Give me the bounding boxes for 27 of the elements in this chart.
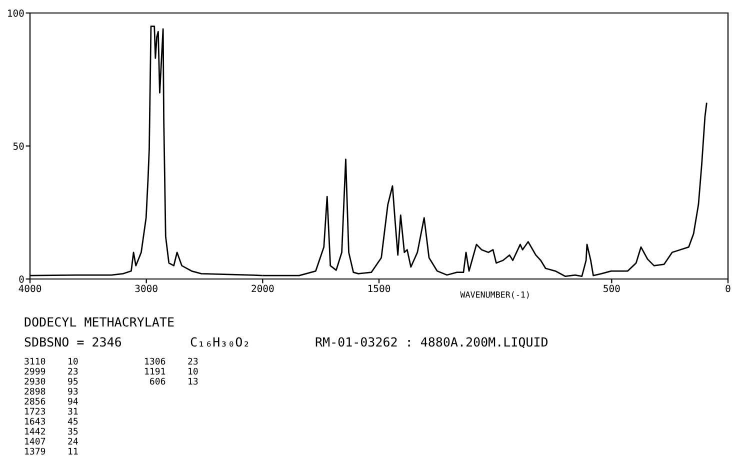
text: 606 13 bbox=[150, 378, 198, 385]
text: 1191 10 bbox=[145, 368, 198, 375]
text: 1407 24 bbox=[25, 438, 78, 445]
text: 2898 93 bbox=[24, 388, 78, 395]
text: DODECYL METHACRYLATE bbox=[24, 317, 174, 327]
y-tick-label: 0 bbox=[19, 276, 24, 283]
text: 1643 45 bbox=[25, 418, 78, 425]
text: 2999 23 bbox=[24, 368, 78, 375]
x-tick-label: 3000 bbox=[135, 284, 158, 292]
y-tick-label: 50 bbox=[13, 142, 24, 150]
text: RM-01-03262 : 4880A.200M.LIQUID bbox=[316, 337, 548, 348]
text: 2930 95 bbox=[24, 378, 78, 385]
x-tick-label: 2000 bbox=[252, 284, 274, 292]
text: 1306 23 bbox=[145, 358, 198, 365]
text: 1442 35 bbox=[25, 428, 78, 435]
x-axis-title: WAVENUMBER(-1) bbox=[460, 291, 529, 299]
text: 1379 11 bbox=[25, 448, 78, 455]
x-tick-label: 1500 bbox=[368, 284, 390, 292]
y-tick-label: 100 bbox=[8, 10, 24, 17]
x-tick-label: 500 bbox=[604, 284, 620, 292]
x-tick-label: 4000 bbox=[18, 284, 42, 292]
text: 3110 10 bbox=[24, 358, 78, 365]
text: 1723 31 bbox=[25, 408, 78, 415]
text: SDBSNO = 2346 bbox=[24, 337, 122, 347]
text: C₁₆H₃₀O₂ bbox=[190, 337, 248, 347]
x-tick-label: 0 bbox=[726, 284, 730, 292]
text: 2856 94 bbox=[24, 398, 78, 405]
